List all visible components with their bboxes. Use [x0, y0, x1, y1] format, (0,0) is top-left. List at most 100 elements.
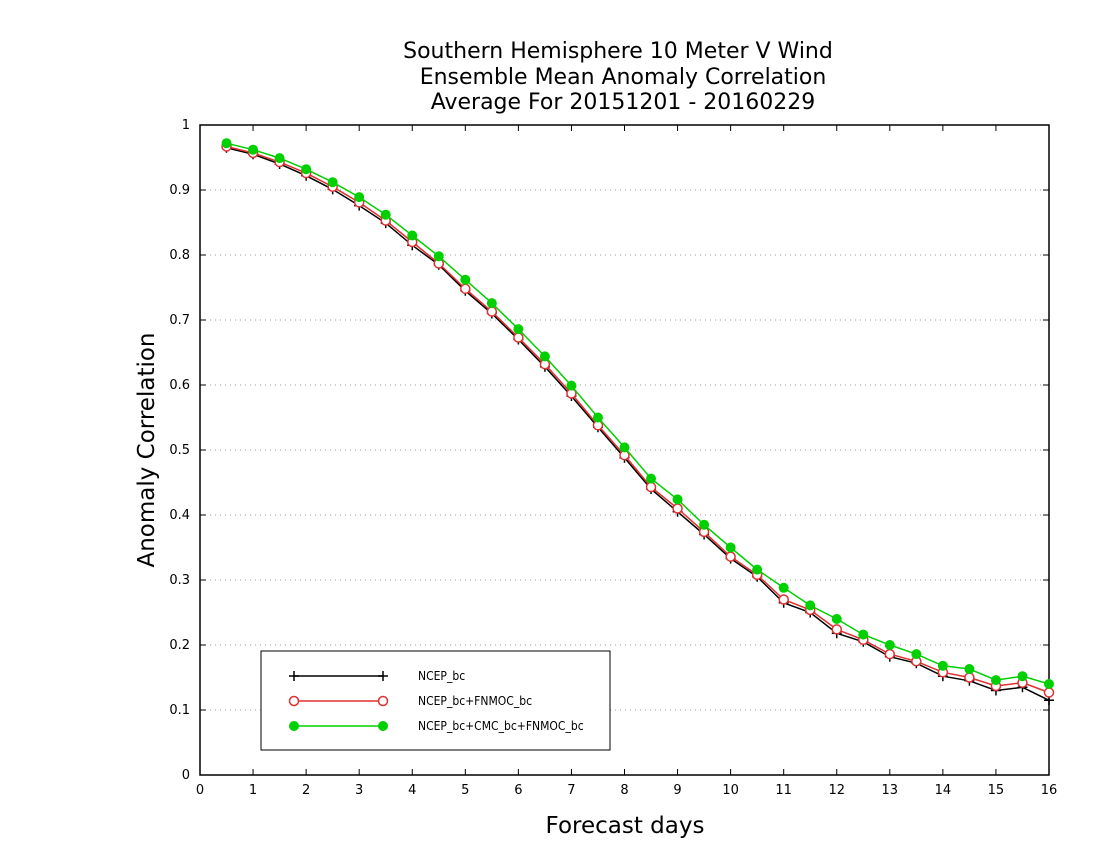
data-point: [274, 153, 285, 164]
legend-item: NCEP_bc+CMC_bc+FNMOC_bc: [289, 719, 584, 733]
data-point: [964, 672, 975, 683]
data-point: [805, 600, 816, 611]
data-point: [884, 648, 896, 660]
data-point: [327, 177, 338, 188]
legend-item: NCEP_bc: [289, 669, 465, 683]
y-axis-title: Anomaly Correlation: [134, 332, 160, 567]
data-point: [672, 503, 683, 514]
x-tick-label: 15: [988, 783, 1005, 798]
y-tick-label: 0.4: [169, 508, 190, 523]
y-tick-label: 0.7: [169, 313, 190, 328]
data-point: [831, 624, 842, 635]
data-point: [699, 519, 710, 530]
x-tick-label: 11: [775, 783, 792, 798]
series-line: [226, 147, 1050, 701]
data-point: [778, 594, 789, 605]
data-point: [592, 412, 603, 423]
data-point: [1017, 671, 1028, 682]
data-point: [937, 660, 948, 671]
x-tick-label: 13: [882, 783, 899, 798]
data-point: [486, 306, 498, 317]
data-point: [248, 144, 259, 155]
y-tick-label: 0.1: [169, 703, 190, 718]
data-point: [486, 298, 497, 309]
x-tick-label: 0: [196, 783, 204, 798]
x-tick-label: 12: [828, 783, 845, 798]
data-point: [221, 138, 232, 149]
y-tick-label: 0.2: [169, 638, 190, 653]
legend-marker: [288, 695, 300, 707]
series-line: [226, 145, 1050, 694]
data-point: [645, 481, 657, 493]
data-point: [831, 614, 842, 624]
x-tick-label: 9: [673, 783, 681, 798]
y-tick-label: 0.9: [169, 183, 190, 198]
x-tick-label: 4: [408, 783, 416, 798]
y-tick-label: 0: [182, 768, 190, 783]
chart-title-line-2: Ensemble Mean Anomaly Correlation: [420, 65, 827, 90]
legend-marker: [378, 671, 388, 681]
y-tick-label: 1: [182, 118, 190, 133]
legend-item: NCEP_bc+FNMOC_bc: [288, 694, 532, 708]
data-point: [619, 442, 630, 453]
series-layer: [221, 138, 1055, 706]
x-tick-label: 2: [302, 783, 310, 798]
data-point: [407, 230, 418, 241]
data-point: [380, 209, 391, 220]
chart-title-line-1: Southern Hemisphere 10 Meter V Wind: [403, 39, 833, 64]
data-point: [778, 582, 789, 593]
data-point: [460, 283, 471, 295]
x-tick-label: 10: [722, 783, 739, 798]
data-point: [646, 473, 657, 484]
series-line: [226, 142, 1050, 685]
data-point: [433, 251, 444, 262]
legend: NCEP_bc NCEP_bc+FNMOC_bc NCEP_bc+CMC_bc+FN…: [260, 650, 611, 751]
legend-label: NCEP_bc+FNMOC_bc: [418, 694, 532, 708]
x-axis-title: Forecast days: [546, 813, 705, 839]
legend-marker: [289, 671, 299, 681]
legend-marker: [289, 721, 299, 731]
x-tick-label: 16: [1041, 783, 1058, 798]
y-axis-ticks: 0 0.1 0.2 0.3 0.4 0.5 0.6 0.7 0.8 0.9 1: [169, 118, 1049, 783]
data-point: [884, 640, 895, 650]
y-tick-label: 0.3: [169, 573, 190, 588]
data-point: [354, 192, 365, 203]
data-point: [752, 564, 763, 575]
y-tick-label: 0.8: [169, 248, 190, 263]
chart-title: Southern Hemisphere 10 Meter V Wind Ense…: [403, 39, 833, 115]
data-point: [301, 164, 312, 175]
legend-marker: [377, 695, 389, 707]
data-point: [990, 675, 1001, 686]
legend-label: NCEP_bc+CMC_bc+FNMOC_bc: [418, 719, 584, 733]
data-point: [672, 494, 683, 505]
data-point: [725, 551, 736, 562]
data-point: [513, 324, 524, 335]
data-point: [460, 274, 471, 285]
legend-label: NCEP_bc: [418, 669, 465, 683]
x-tick-label: 6: [514, 783, 522, 798]
data-point: [513, 332, 524, 343]
x-tick-label: 3: [355, 783, 363, 798]
data-point: [1044, 679, 1054, 689]
data-point: [1043, 687, 1055, 698]
x-axis-ticks: 0 1 2 3 4 5 6 7 8 9 10 11 12 13 14 15 16: [196, 125, 1057, 798]
data-point: [539, 351, 550, 362]
series-2: [221, 141, 1055, 698]
data-point: [964, 664, 975, 675]
data-point: [911, 649, 922, 660]
y-tick-label: 0.5: [169, 443, 190, 458]
data-point: [858, 629, 869, 640]
chart-title-line-3: Average For 20151201 - 20160229: [431, 90, 816, 115]
x-tick-label: 1: [249, 783, 257, 798]
series-3: [221, 138, 1054, 689]
legend-marker: [378, 721, 388, 731]
x-tick-label: 8: [620, 783, 628, 798]
y-tick-label: 0.6: [169, 378, 190, 393]
x-tick-label: 5: [461, 783, 469, 798]
data-point: [566, 380, 577, 391]
x-tick-label: 7: [567, 783, 575, 798]
series-1: [221, 142, 1054, 706]
x-tick-label: 14: [935, 783, 952, 798]
data-point: [725, 542, 736, 553]
